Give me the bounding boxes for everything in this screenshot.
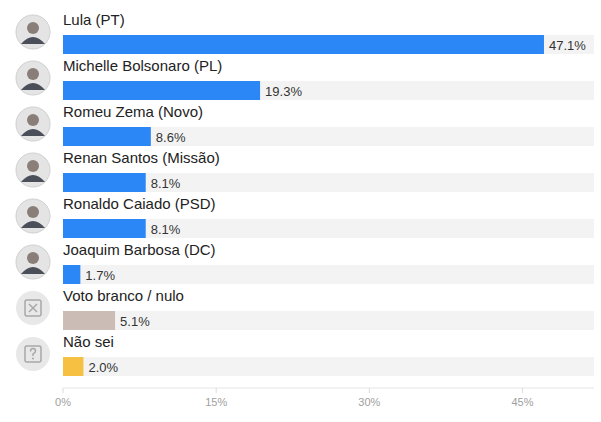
chart-container: Lula (PT) 47.1% Michelle Bolsonaro (PL) 19.… xyxy=(0,0,601,422)
avatar-body xyxy=(21,267,45,274)
labels: Lula (PT) 47.1% Michelle Bolsonaro (PL) 19.… xyxy=(63,11,586,375)
axis-line xyxy=(63,388,594,389)
data-label: 5.1% xyxy=(120,314,150,329)
avatar-body xyxy=(21,221,45,228)
data-label: 1.7% xyxy=(85,268,115,283)
category-label: Romeu Zema (Novo) xyxy=(63,103,203,120)
bars xyxy=(63,35,544,376)
bar-track xyxy=(63,127,594,146)
tick-mark xyxy=(522,388,523,393)
chart-svg: Lula (PT) 47.1% Michelle Bolsonaro (PL) 19.… xyxy=(0,0,601,422)
category-label: Voto branco / nulo xyxy=(63,287,184,304)
avatar-head xyxy=(27,114,39,126)
category-label: Joaquim Barbosa (DC) xyxy=(63,241,216,258)
bar xyxy=(63,173,146,192)
avatar-head xyxy=(27,160,39,172)
avatar xyxy=(16,107,50,141)
bar-track xyxy=(63,357,594,376)
category-label: Renan Santos (Missão) xyxy=(63,149,220,166)
icon-x xyxy=(29,304,37,312)
tick-label: 30% xyxy=(358,396,380,408)
bar-track xyxy=(63,35,594,54)
bar xyxy=(63,127,151,146)
bar-track xyxy=(63,311,594,330)
data-label: 8.1% xyxy=(151,176,181,191)
x-axis: 0% 15% 30% 45% xyxy=(55,388,594,408)
avatar xyxy=(16,15,50,49)
bar xyxy=(63,357,83,376)
avatar xyxy=(16,61,50,95)
icon-bg xyxy=(16,337,50,371)
avatar-body xyxy=(21,37,45,44)
tick-label: 15% xyxy=(205,396,227,408)
tick-mark xyxy=(369,388,370,393)
tick-label: 45% xyxy=(512,396,534,408)
avatar-body xyxy=(21,129,45,136)
tick-mark xyxy=(216,388,217,393)
data-label: 8.1% xyxy=(151,222,181,237)
category-label: Ronaldo Caiado (PSD) xyxy=(63,195,216,212)
avatar-head xyxy=(27,22,39,34)
bar xyxy=(63,311,115,330)
bar-track xyxy=(63,81,594,100)
bar xyxy=(63,81,260,100)
category-label: Lula (PT) xyxy=(63,11,125,28)
icon-bg xyxy=(16,291,50,325)
bar xyxy=(63,265,80,284)
bar xyxy=(63,219,146,238)
icon-q-dot xyxy=(32,358,34,360)
bar xyxy=(63,35,544,54)
avatar-head xyxy=(27,252,39,264)
icons xyxy=(16,15,50,371)
icon-q xyxy=(31,349,36,357)
category-label: Michelle Bolsonaro (PL) xyxy=(63,57,222,74)
data-label: 8.6% xyxy=(156,130,186,145)
data-label: 2.0% xyxy=(88,360,118,375)
avatar xyxy=(16,199,50,233)
category-label: Não sei xyxy=(63,333,114,350)
data-label: 19.3% xyxy=(265,84,302,99)
tick-mark xyxy=(63,388,64,393)
avatar xyxy=(16,153,50,187)
avatar-head xyxy=(27,68,39,80)
icon-box xyxy=(25,300,41,316)
tracks xyxy=(63,35,594,376)
avatar-head xyxy=(27,206,39,218)
bar-track xyxy=(63,219,594,238)
tick-label: 0% xyxy=(55,396,71,408)
bar-track xyxy=(63,265,594,284)
bar-track xyxy=(63,173,594,192)
avatar-body xyxy=(21,83,45,90)
avatar xyxy=(16,245,50,279)
avatar-body xyxy=(21,175,45,182)
icon-box xyxy=(25,346,41,362)
data-label: 47.1% xyxy=(549,38,586,53)
